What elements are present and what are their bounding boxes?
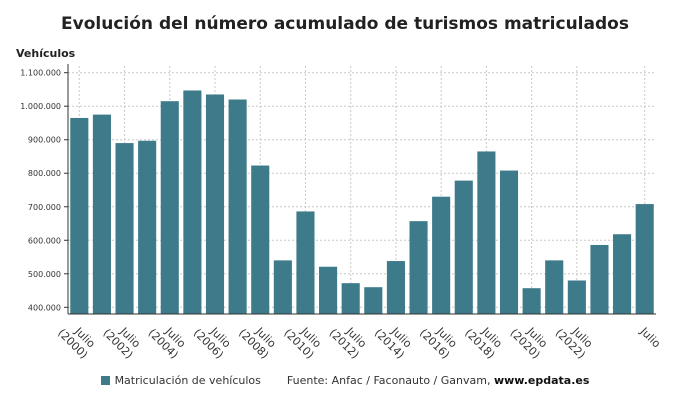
x-tick-label: Julio(2010) <box>281 317 325 361</box>
bar <box>613 234 632 314</box>
bar <box>341 283 360 314</box>
bar <box>477 151 496 314</box>
bar <box>499 170 519 314</box>
bar <box>364 287 383 314</box>
y-axis-label: Vehículos <box>16 47 76 60</box>
source-site: www.epdata.es <box>493 374 590 387</box>
y-tick-label: 400.000 <box>28 303 61 312</box>
x-tick-label: Julio(2000) <box>55 317 99 361</box>
x-tick-label: Julio(2006) <box>191 317 235 361</box>
bar <box>522 288 541 314</box>
y-tick-labels: 400.000 500.000 600.000 700.000 800.000 900.0… <box>20 69 61 313</box>
bar <box>92 114 111 314</box>
source-label: Fuente: Anfac / Faconauto / Ganvam, <box>286 374 494 387</box>
y-tick-label: 1.000.000 <box>20 102 61 111</box>
bar <box>409 221 428 314</box>
bar <box>635 204 654 314</box>
y-tick-label: 800.000 <box>28 169 61 178</box>
legend: Matriculación de vehículos Fuente: Anfac … <box>0 374 690 387</box>
bar <box>251 165 270 314</box>
x-tick-label: Julio(2008) <box>236 317 280 361</box>
bar <box>228 99 247 314</box>
bar <box>545 260 564 314</box>
x-tick-label: Julio <box>637 324 663 350</box>
bars <box>70 90 654 315</box>
bar <box>432 196 451 314</box>
bar <box>183 90 202 314</box>
bar <box>386 261 405 314</box>
bar <box>590 244 609 314</box>
x-tick-label: Julio(2022) <box>553 317 597 361</box>
bar <box>160 101 179 315</box>
x-tick-label: Julio(2020) <box>508 317 552 361</box>
bar <box>115 143 134 314</box>
x-tick-label: Julio(2004) <box>146 317 190 361</box>
chart-title: Evolución del número acumulado de turism… <box>61 14 629 34</box>
bar <box>454 180 473 314</box>
x-tick-labels: Julio(2000) Julio(2002) Julio(2004) Julio(2… <box>55 317 663 361</box>
y-tick-label: 900.000 <box>28 136 61 145</box>
x-tick-label: Julio(2012) <box>327 317 371 361</box>
bar <box>296 211 315 314</box>
axes <box>64 64 656 315</box>
bar <box>567 280 586 314</box>
y-tick-label: 1.100.000 <box>20 69 61 78</box>
x-tick-label: Julio(2014) <box>372 317 416 361</box>
x-tick-label: Julio(2016) <box>417 317 461 361</box>
y-tick-label: 700.000 <box>28 203 61 212</box>
x-tick-label: Julio(2002) <box>100 317 144 361</box>
bar <box>205 94 225 315</box>
y-tick-label: 500.000 <box>28 270 61 279</box>
legend-series-label: Matriculación de vehículos <box>114 374 261 387</box>
x-tick-label: Julio(2018) <box>462 317 506 361</box>
bar <box>273 260 292 314</box>
bar <box>319 266 338 314</box>
bar <box>138 140 157 314</box>
legend-swatch <box>100 376 110 385</box>
y-tick-label: 600.000 <box>28 236 61 245</box>
bar <box>70 117 89 314</box>
